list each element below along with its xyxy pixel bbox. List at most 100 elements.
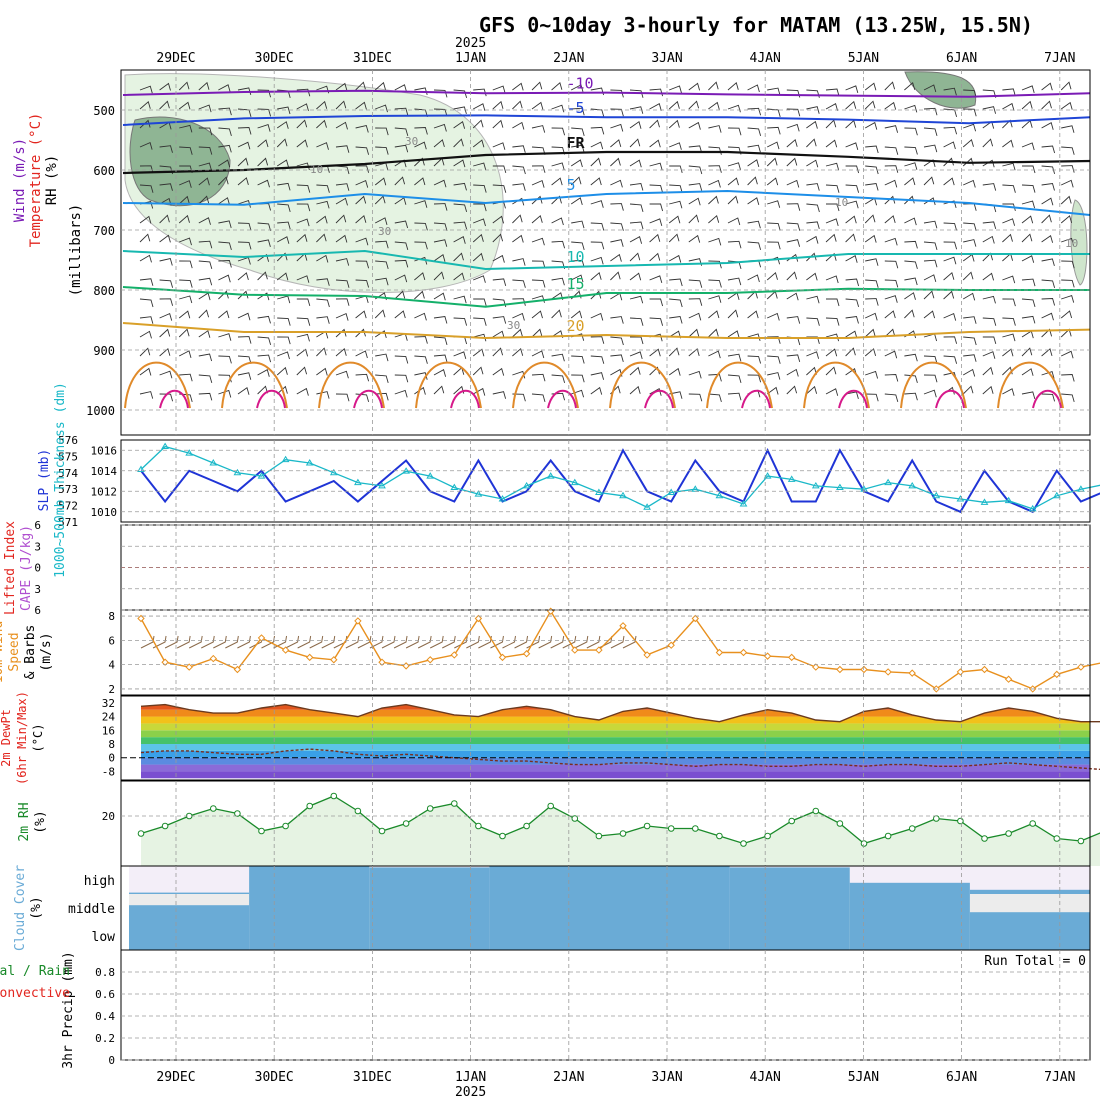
rh-point (884, 832, 892, 840)
wind-barb (257, 157, 269, 167)
thickness-point (787, 475, 796, 482)
cloud-cover-block (849, 882, 970, 894)
rh-point (1077, 837, 1085, 845)
wind-barb (355, 195, 367, 205)
wind-barb (257, 139, 269, 148)
wind10-barb (201, 635, 215, 649)
wind10-point (908, 669, 916, 677)
wind-barb (962, 138, 974, 148)
wind-barb (394, 355, 409, 364)
wind10-point (836, 665, 844, 674)
wind-barb (629, 159, 642, 168)
panel-frame (120, 695, 1091, 781)
wind-barb (218, 176, 229, 186)
wind-barb (257, 124, 271, 132)
thickness-point (595, 488, 603, 495)
wind-barb (806, 351, 820, 359)
wind-barb (198, 353, 213, 362)
isotherm-line (122, 189, 1091, 216)
thickness-point (932, 491, 941, 499)
wind-barb (904, 146, 918, 155)
wind-barb (767, 241, 781, 250)
wind-barb (806, 159, 819, 168)
wind-barb (669, 391, 683, 399)
wind10-barb (586, 635, 601, 649)
chart-title: GFS 0~10day 3-hourly for MATAM (13.25W, … (479, 13, 1033, 37)
wind-barb (492, 316, 507, 324)
wind10-point (161, 658, 169, 666)
wind-barb (453, 336, 468, 345)
wind-barb (178, 214, 190, 224)
wind-barb (296, 366, 308, 376)
wind-barb (1041, 312, 1054, 321)
wind-barb (139, 85, 153, 94)
cloud-cover-block (729, 894, 850, 922)
thickness-point (450, 483, 459, 491)
wind-barb (1041, 348, 1053, 357)
temp-band (141, 704, 1090, 710)
wind-barb (864, 121, 878, 130)
wind-barb (1061, 179, 1074, 188)
wind-barb (708, 295, 722, 303)
top-date-label: 4JAN (750, 51, 781, 66)
wind-barb (139, 367, 152, 376)
wind-barb (139, 347, 151, 357)
wind-barb (825, 275, 839, 284)
rh-area (141, 796, 1100, 866)
thickness-point (209, 458, 218, 466)
wind-barb (198, 374, 213, 384)
wind10-barb (273, 635, 288, 649)
wind-barb (865, 312, 878, 321)
wind-barb (296, 317, 311, 326)
hot-contour (547, 389, 577, 409)
wind-barb (963, 354, 977, 362)
wind-barb (747, 220, 761, 229)
wind10-barb (466, 635, 480, 649)
wind-barb (590, 355, 605, 364)
wind-barb (1041, 100, 1052, 110)
wind-barb (806, 272, 818, 281)
wind-barb (159, 370, 173, 379)
wind-barb (923, 374, 938, 383)
wind-barb (786, 203, 801, 211)
rh-point (306, 802, 314, 810)
wind10-point (739, 648, 748, 657)
wind-barb (1021, 200, 1036, 209)
wind-barb (1060, 101, 1073, 110)
wind-barb (139, 298, 154, 308)
wind-barb (1061, 374, 1075, 382)
warm-contour (318, 361, 385, 409)
wind-barb (179, 124, 193, 133)
wind-barb (277, 336, 291, 345)
wind-barb (688, 298, 703, 306)
wind-barb (688, 279, 703, 288)
wind-barb (375, 392, 389, 401)
wind-barb (884, 101, 897, 110)
wind-barb (394, 389, 408, 398)
wind-barb (747, 241, 762, 251)
wind-barb (590, 372, 605, 380)
hot-contour (1032, 389, 1062, 409)
thickness-point (836, 483, 844, 491)
wind-barb (453, 236, 466, 244)
wind-barb (766, 290, 778, 300)
wind-barb (1021, 100, 1033, 110)
wind-barb (923, 290, 935, 300)
wind-barb (531, 101, 544, 110)
wind-barb (1060, 81, 1072, 91)
wind-barb (551, 177, 563, 186)
wind-barb (492, 367, 505, 376)
wind10-point (305, 653, 314, 662)
rh-point (571, 815, 579, 822)
wind-barb (355, 124, 369, 133)
wind10-barb (538, 635, 553, 649)
wind-barb (767, 355, 781, 364)
wind-barb (531, 179, 545, 188)
wind10-point (884, 668, 892, 676)
wind-barb (237, 372, 252, 380)
cloud-cover-block (609, 922, 730, 950)
wind-barb (355, 81, 366, 91)
wind-barb (414, 141, 427, 150)
wind-barb (512, 347, 524, 357)
wind-barb (453, 221, 468, 230)
